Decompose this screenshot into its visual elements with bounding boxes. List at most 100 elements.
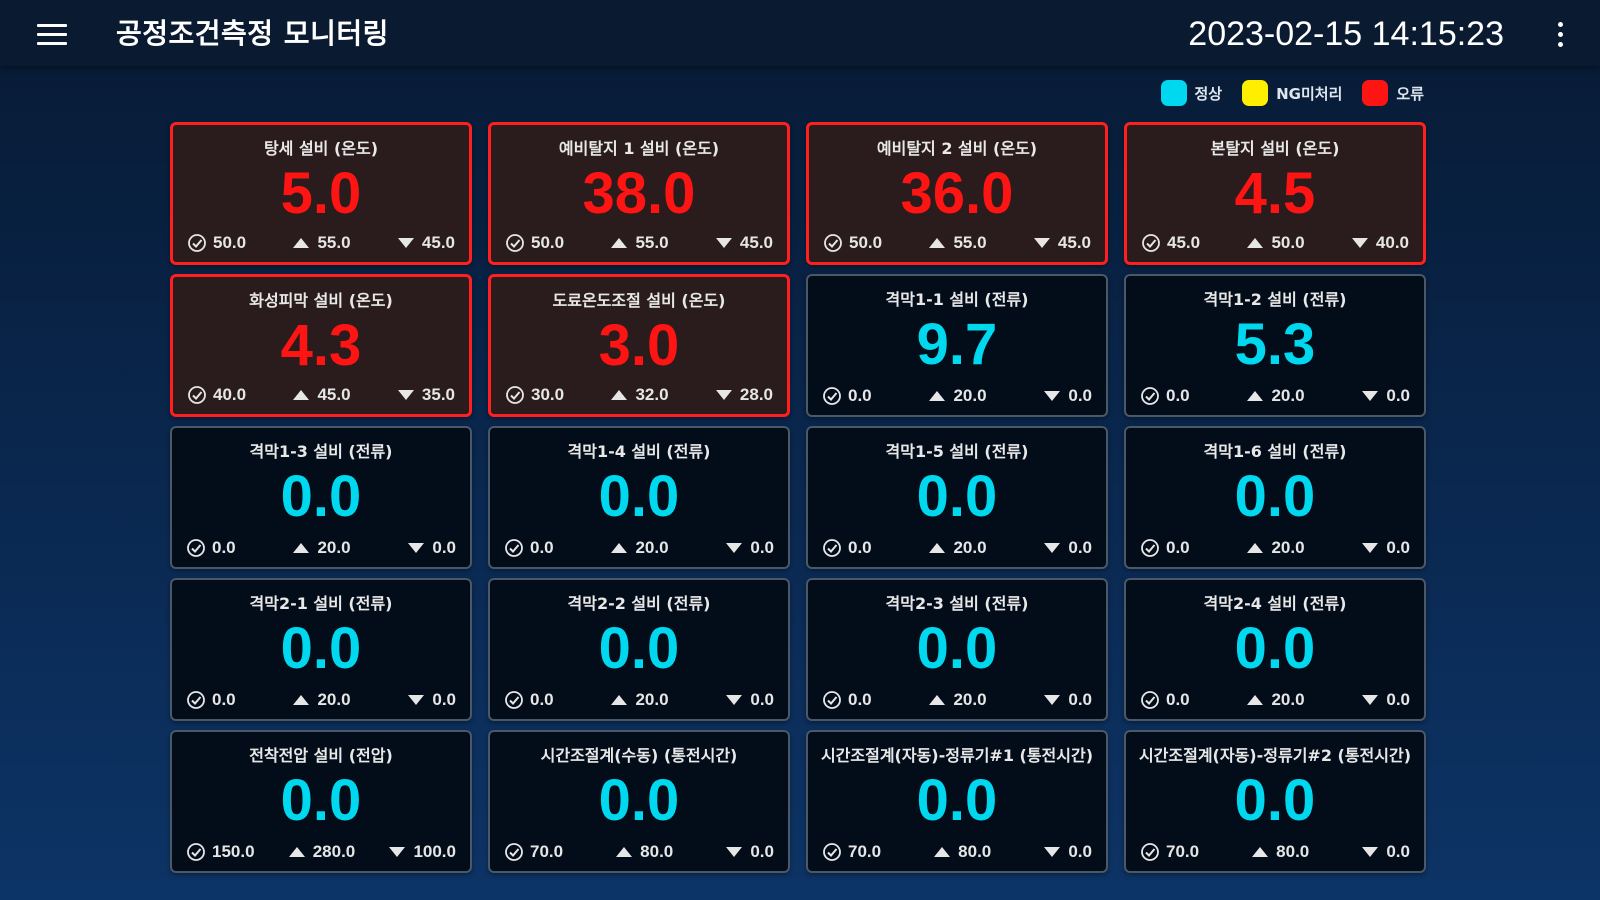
triangle-down-icon	[1360, 386, 1380, 406]
card-limits: 0.0 20.0 0.0	[822, 690, 1092, 710]
triangle-down-icon	[714, 385, 734, 405]
upper-text: 20.0	[635, 690, 669, 709]
equipment-card[interactable]: 예비탈지 1 설비 (온도) 38.0 50.0 55.0 45.0	[488, 122, 790, 265]
card-limits: 150.0 280.0 100.0	[186, 842, 456, 862]
card-limits: 0.0 20.0 0.0	[1140, 690, 1410, 710]
target-text: 0.0	[212, 538, 236, 557]
target-text: 50.0	[531, 233, 565, 252]
target-text: 0.0	[1166, 386, 1190, 405]
upper-limit: 80.0	[614, 842, 673, 862]
triangle-up-icon	[614, 842, 634, 862]
check-circle-icon	[505, 385, 525, 405]
target-value: 0.0	[822, 538, 872, 558]
upper-limit: 20.0	[291, 690, 351, 710]
card-title: 격막1-3 설비 (전류)	[249, 442, 393, 461]
triangle-up-icon	[291, 233, 311, 253]
card-title: 격막1-2 설비 (전류)	[1203, 290, 1347, 309]
lower-limit: 0.0	[1042, 690, 1092, 710]
equipment-card[interactable]: 격막2-2 설비 (전류) 0.0 0.0 20.0 0.0	[488, 578, 790, 721]
card-title: 격막2-4 설비 (전류)	[1203, 594, 1347, 613]
equipment-card[interactable]: 격막1-3 설비 (전류) 0.0 0.0 20.0 0.0	[170, 426, 472, 569]
check-circle-icon	[187, 385, 207, 405]
legend-item-normal: 정상	[1160, 80, 1222, 106]
card-value: 0.0	[916, 768, 998, 833]
triangle-up-icon	[927, 386, 947, 406]
triangle-down-icon	[406, 690, 426, 710]
lower-limit: 45.0	[714, 233, 773, 253]
equipment-card[interactable]: 본탈지 설비 (온도) 4.5 45.0 50.0 40.0	[1124, 122, 1426, 265]
equipment-card[interactable]: 격막1-4 설비 (전류) 0.0 0.0 20.0 0.0	[488, 426, 790, 569]
legend-swatch-normal	[1160, 80, 1187, 106]
target-value: 70.0	[822, 842, 881, 862]
upper-limit: 50.0	[1245, 233, 1305, 253]
equipment-card[interactable]: 화성피막 설비 (온도) 4.3 40.0 45.0 35.0	[170, 274, 472, 417]
target-value: 0.0	[504, 690, 554, 710]
equipment-card[interactable]: 시간조절계(자동)-정류기#1 (통전시간) 0.0 70.0 80.0 0.0	[806, 730, 1108, 873]
triangle-down-icon	[406, 538, 426, 558]
card-limits: 45.0 50.0 40.0	[1141, 233, 1409, 253]
check-circle-icon	[1140, 842, 1160, 862]
card-value: 4.3	[280, 313, 362, 378]
equipment-card[interactable]: 격막2-3 설비 (전류) 0.0 0.0 20.0 0.0	[806, 578, 1108, 721]
target-text: 0.0	[848, 386, 872, 405]
equipment-card[interactable]: 전착전압 설비 (전압) 0.0 150.0 280.0 100.0	[170, 730, 472, 873]
card-title: 도료온도조절 설비 (온도)	[552, 291, 726, 310]
lower-text: 40.0	[1375, 233, 1409, 252]
target-text: 50.0	[213, 233, 247, 252]
app-bar: 공정조건측정 모니터링 2023-02-15 14:15:23	[0, 0, 1600, 66]
card-limits: 0.0 20.0 0.0	[822, 386, 1092, 406]
check-circle-icon	[823, 233, 843, 253]
equipment-card[interactable]: 격막1-6 설비 (전류) 0.0 0.0 20.0 0.0	[1124, 426, 1426, 569]
card-limits: 40.0 45.0 35.0	[187, 385, 455, 405]
card-limits: 0.0 20.0 0.0	[822, 538, 1092, 558]
equipment-card[interactable]: 격막2-1 설비 (전류) 0.0 0.0 20.0 0.0	[170, 578, 472, 721]
equipment-card[interactable]: 격막1-1 설비 (전류) 9.7 0.0 20.0 0.0	[806, 274, 1108, 417]
equipment-card[interactable]: 도료온도조절 설비 (온도) 3.0 30.0 32.0 28.0	[488, 274, 790, 417]
equipment-card[interactable]: 격막1-5 설비 (전류) 0.0 0.0 20.0 0.0	[806, 426, 1108, 569]
equipment-card[interactable]: 격막2-4 설비 (전류) 0.0 0.0 20.0 0.0	[1124, 578, 1426, 721]
card-title: 탕세 설비 (온도)	[263, 139, 379, 158]
upper-limit: 55.0	[609, 233, 669, 253]
target-value: 70.0	[1140, 842, 1199, 862]
card-value: 0.0	[1234, 464, 1316, 529]
equipment-card[interactable]: 격막1-2 설비 (전류) 5.3 0.0 20.0 0.0	[1124, 274, 1426, 417]
equipment-card[interactable]: 시간조절계(수동) (통전시간) 0.0 70.0 80.0 0.0	[488, 730, 790, 873]
legend-label: NG미처리	[1276, 84, 1343, 103]
menu-line	[37, 32, 67, 36]
triangle-up-icon	[609, 538, 629, 558]
card-title: 전착전압 설비 (전압)	[249, 746, 393, 765]
card-title: 격막1-6 설비 (전류)	[1203, 442, 1347, 461]
upper-text: 20.0	[1271, 538, 1305, 557]
lower-limit: 0.0	[1042, 842, 1092, 862]
target-text: 40.0	[213, 385, 247, 404]
card-limits: 0.0 20.0 0.0	[1140, 538, 1410, 558]
triangle-down-icon	[1360, 842, 1380, 862]
lower-text: 0.0	[1068, 842, 1092, 861]
target-value: 0.0	[1140, 690, 1190, 710]
card-title: 격막2-1 설비 (전류)	[249, 594, 393, 613]
check-circle-icon	[822, 690, 842, 710]
triangle-up-icon	[291, 538, 311, 558]
card-title: 시간조절계(자동)-정류기#1 (통전시간)	[820, 746, 1094, 765]
hamburger-menu-icon[interactable]	[30, 14, 74, 54]
triangle-up-icon	[291, 385, 311, 405]
more-vert-icon[interactable]	[1548, 18, 1572, 50]
equipment-card[interactable]: 탕세 설비 (온도) 5.0 50.0 55.0 45.0	[170, 122, 472, 265]
card-limits: 70.0 80.0 0.0	[504, 842, 774, 862]
lower-text: 45.0	[739, 233, 773, 252]
equipment-card[interactable]: 예비탈지 2 설비 (온도) 36.0 50.0 55.0 45.0	[806, 122, 1108, 265]
equipment-card[interactable]: 시간조절계(자동)-정류기#2 (통전시간) 0.0 70.0 80.0 0.0	[1124, 730, 1426, 873]
upper-text: 20.0	[953, 690, 987, 709]
lower-limit: 0.0	[406, 690, 456, 710]
triangle-up-icon	[609, 690, 629, 710]
check-circle-icon	[186, 690, 206, 710]
upper-text: 80.0	[640, 842, 674, 861]
upper-text: 80.0	[1276, 842, 1310, 861]
lower-limit: 28.0	[714, 385, 773, 405]
upper-limit: 20.0	[609, 690, 669, 710]
card-limits: 70.0 80.0 0.0	[822, 842, 1092, 862]
card-limits: 50.0 55.0 45.0	[505, 233, 773, 253]
lower-text: 0.0	[432, 538, 456, 557]
triangle-up-icon	[1245, 386, 1265, 406]
target-text: 0.0	[1166, 690, 1190, 709]
